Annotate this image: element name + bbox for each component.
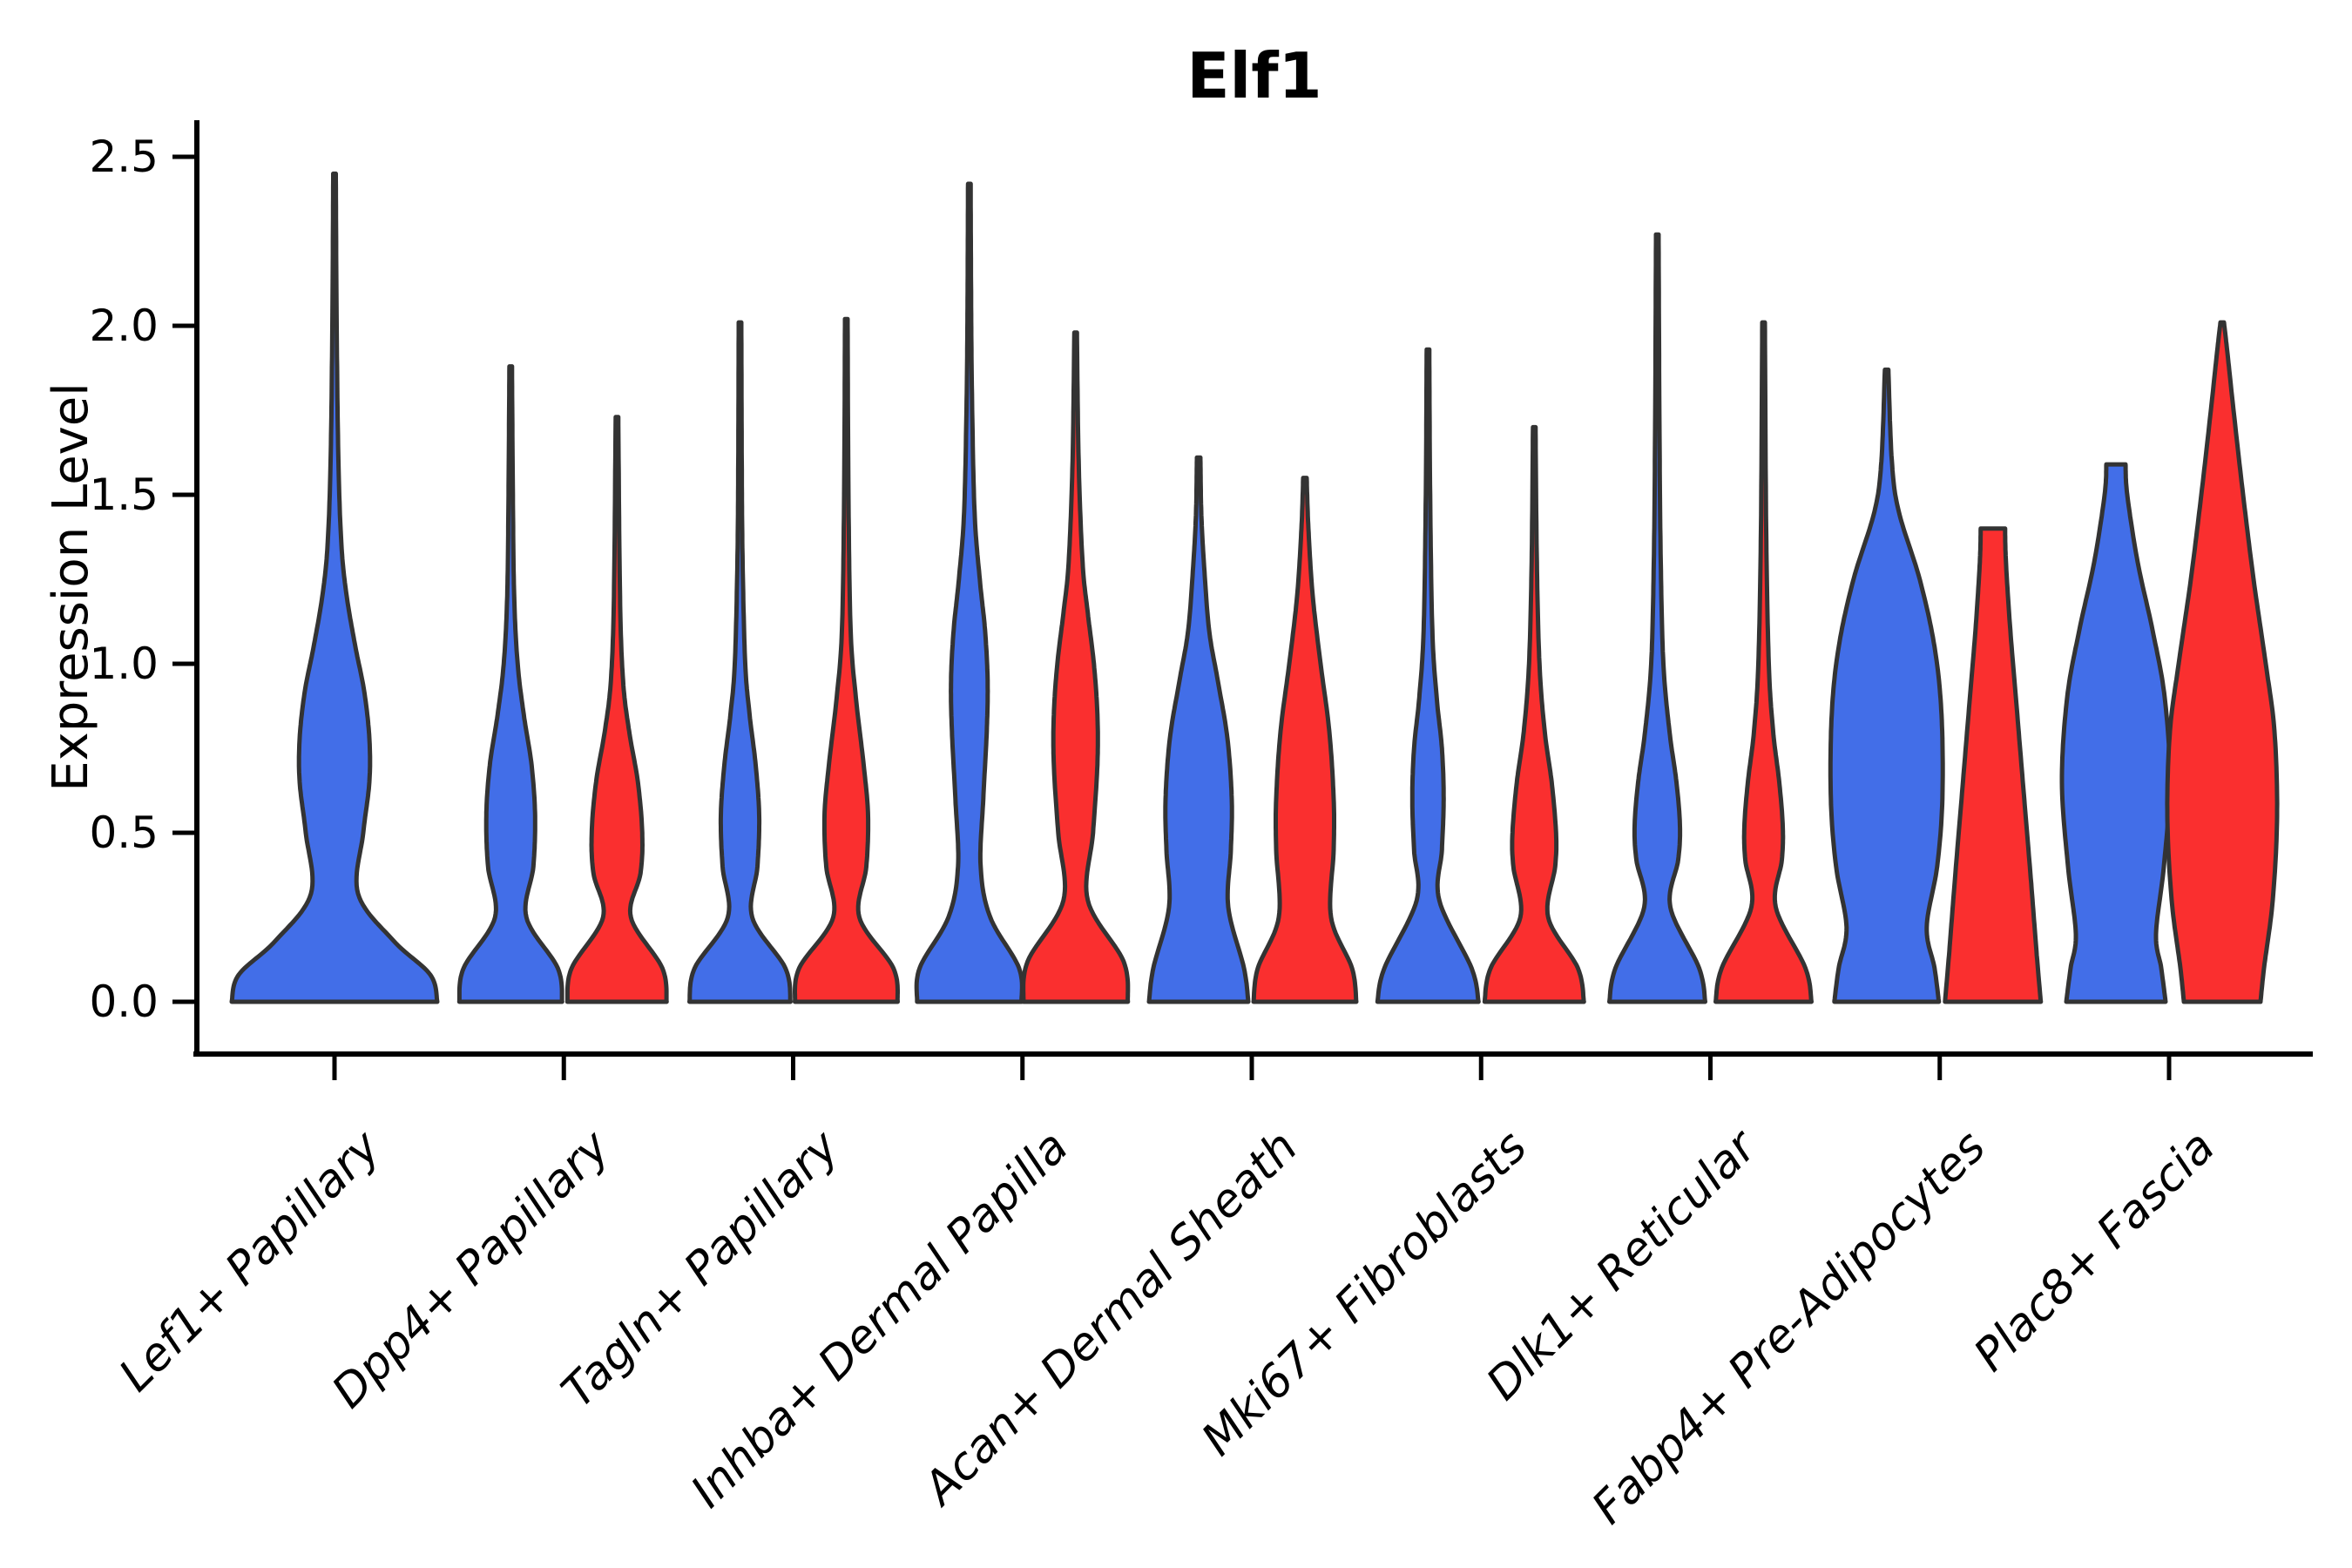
violin-series [229, 171, 2280, 1004]
violin-blue-7 [1828, 367, 1945, 1004]
y-tick-label: 2.0 [89, 301, 159, 351]
y-tick-label: 2.5 [89, 132, 159, 182]
violin-blue-0 [229, 171, 440, 1004]
violin-blue-6 [1607, 232, 1707, 1004]
violin-blue-2 [687, 320, 793, 1004]
y-tick-label: 0.0 [89, 977, 159, 1027]
violin-red-4 [1251, 476, 1359, 1004]
violin-red-1 [564, 415, 669, 1004]
violin-blue-4 [1146, 455, 1251, 1004]
axes-spines [172, 120, 2313, 1080]
violin-red-8 [2165, 320, 2280, 1004]
violin-blue-5 [1375, 347, 1481, 1004]
violin-blue-3 [914, 181, 1024, 1004]
y-tick-label: 1.5 [89, 470, 159, 520]
violin-blue-8 [2059, 462, 2173, 1004]
violin-red-3 [1021, 330, 1131, 1004]
violin-red-5 [1482, 424, 1586, 1004]
y-tick-label: 0.5 [89, 808, 159, 858]
violin-red-7 [1943, 526, 2044, 1004]
violin-red-2 [793, 316, 900, 1004]
violin-red-6 [1713, 320, 1814, 1004]
y-tick-labels: 0.0 0.5 1.0 1.5 2.0 2.5 [89, 132, 159, 1027]
y-axis-label: Expression Level [43, 382, 99, 792]
plot-title: Elf1 [1186, 39, 1321, 112]
violin-blue-1 [456, 364, 564, 1004]
y-tick-label: 1.0 [89, 639, 159, 689]
